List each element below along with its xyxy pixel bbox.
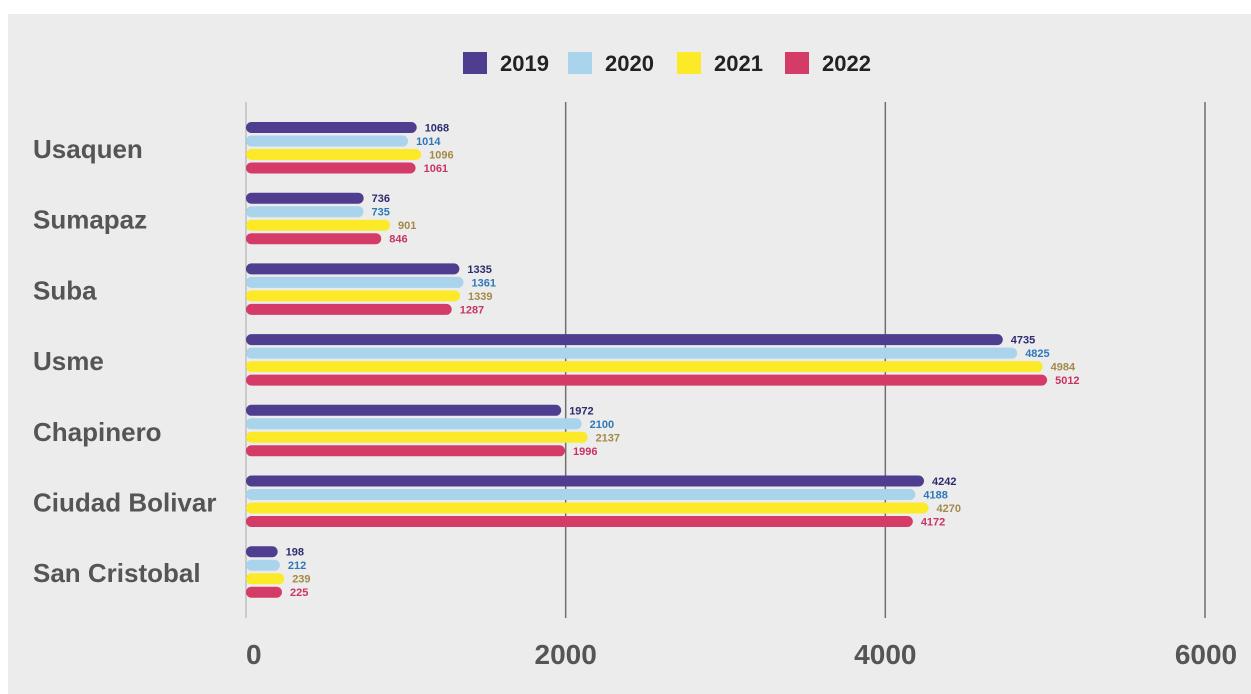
data-label: 1014 bbox=[416, 136, 441, 148]
data-label: 4188 bbox=[923, 490, 947, 502]
bar bbox=[246, 290, 461, 302]
data-label: 225 bbox=[290, 587, 308, 599]
bar bbox=[246, 206, 364, 218]
data-label: 901 bbox=[398, 220, 416, 232]
bar bbox=[246, 559, 280, 571]
data-label: 1996 bbox=[573, 446, 597, 458]
legend-swatch bbox=[568, 52, 592, 74]
category-label: Sumapaz bbox=[33, 205, 147, 235]
bar bbox=[246, 347, 1018, 359]
bar bbox=[246, 361, 1043, 373]
x-tick-label: 2000 bbox=[535, 639, 597, 670]
data-label: 198 bbox=[286, 547, 304, 559]
data-label: 1361 bbox=[472, 277, 496, 289]
data-label: 4242 bbox=[932, 476, 956, 488]
bar bbox=[246, 149, 422, 160]
data-label: 1972 bbox=[569, 405, 593, 417]
bar bbox=[246, 263, 460, 275]
x-tick-label: 4000 bbox=[854, 639, 916, 670]
bar bbox=[246, 233, 382, 245]
bar bbox=[246, 374, 1048, 386]
bar bbox=[246, 192, 364, 204]
legend-swatch bbox=[463, 52, 487, 74]
bar bbox=[246, 276, 464, 288]
bar bbox=[246, 546, 278, 558]
bar bbox=[246, 418, 582, 430]
category-label: Usme bbox=[33, 346, 104, 376]
data-label: 1096 bbox=[429, 150, 453, 162]
data-label: 212 bbox=[288, 560, 306, 572]
category-label: Usaquen bbox=[33, 134, 143, 164]
bar bbox=[246, 162, 416, 174]
data-label: 1061 bbox=[424, 163, 448, 175]
bar bbox=[246, 475, 925, 487]
legend-swatch bbox=[785, 52, 809, 74]
legend-label: 2020 bbox=[605, 51, 654, 76]
bar bbox=[246, 404, 562, 416]
data-label: 736 bbox=[372, 193, 390, 205]
data-label: 4984 bbox=[1051, 362, 1076, 374]
x-tick-label: 6000 bbox=[1175, 639, 1237, 670]
data-label: 239 bbox=[292, 574, 310, 586]
bar bbox=[246, 516, 913, 527]
bar bbox=[246, 586, 282, 598]
bar bbox=[246, 334, 1003, 346]
legend-label: 2019 bbox=[500, 51, 549, 76]
data-label: 735 bbox=[371, 207, 389, 219]
data-label: 4270 bbox=[936, 503, 960, 515]
data-label: 1287 bbox=[460, 304, 484, 316]
bar bbox=[246, 431, 588, 443]
bar bbox=[246, 573, 285, 585]
data-label: 1068 bbox=[425, 123, 449, 135]
data-label: 4735 bbox=[1011, 335, 1035, 347]
bar bbox=[246, 135, 409, 147]
data-label: 1339 bbox=[468, 291, 492, 303]
bar bbox=[246, 219, 391, 231]
bar bbox=[246, 445, 566, 457]
legend-swatch bbox=[677, 52, 701, 74]
bar bbox=[246, 303, 452, 315]
legend-label: 2021 bbox=[714, 51, 763, 76]
category-label: Chapinero bbox=[33, 417, 162, 447]
data-label: 4825 bbox=[1025, 348, 1049, 360]
data-label: 2100 bbox=[590, 419, 614, 431]
data-label: 1335 bbox=[467, 264, 491, 276]
data-label: 2137 bbox=[596, 432, 620, 444]
category-label: Ciudad Bolivar bbox=[33, 488, 216, 518]
bar bbox=[246, 489, 916, 500]
bar bbox=[246, 122, 417, 133]
bar bbox=[246, 502, 929, 514]
x-tick-label: 0 bbox=[246, 639, 262, 670]
data-label: 846 bbox=[389, 234, 407, 246]
data-label: 5012 bbox=[1055, 375, 1079, 387]
category-label: Suba bbox=[33, 275, 97, 305]
category-label: San Cristobal bbox=[33, 558, 201, 588]
legend-label: 2022 bbox=[822, 51, 871, 76]
data-label: 4172 bbox=[921, 517, 945, 529]
